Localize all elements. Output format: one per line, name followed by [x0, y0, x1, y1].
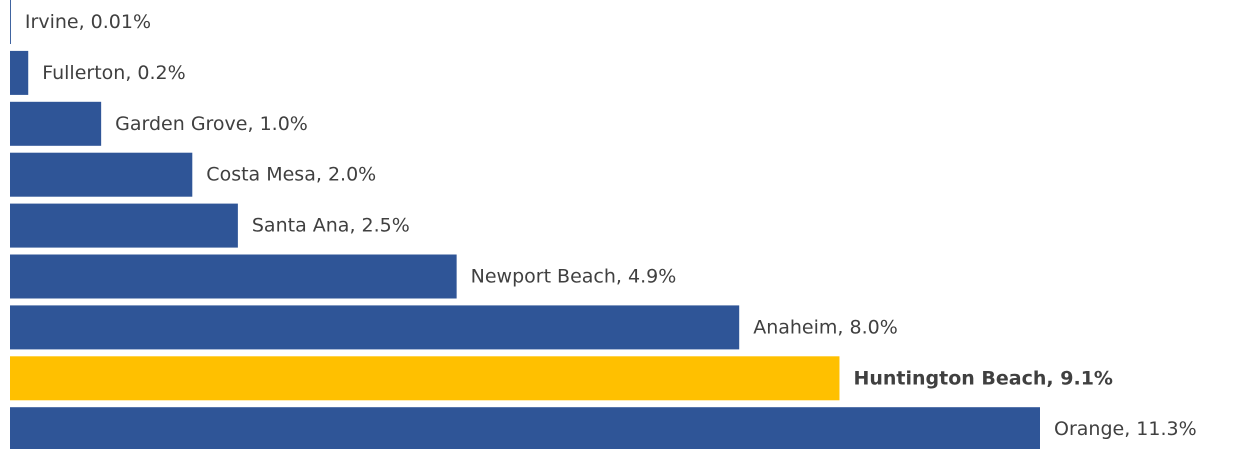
- value-label: 1.0%: [260, 112, 308, 134]
- value-label: 9.1%: [1060, 367, 1113, 389]
- bar: [10, 305, 740, 350]
- bar: [10, 0, 11, 44]
- category-label: Irvine: [25, 11, 79, 33]
- bar: [10, 50, 29, 95]
- label-separator: ,: [79, 11, 91, 33]
- label-separator: ,: [616, 265, 628, 287]
- category-label: Garden Grove: [115, 112, 247, 134]
- category-label: Santa Ana: [252, 214, 350, 236]
- data-label: Anaheim, 8.0%: [753, 316, 898, 338]
- category-label: Anaheim: [753, 316, 837, 338]
- value-label: 8.0%: [850, 316, 898, 338]
- data-label: Costa Mesa, 2.0%: [206, 163, 376, 185]
- bar: [10, 407, 1040, 449]
- category-label: Huntington Beach: [853, 367, 1046, 389]
- label-separator: ,: [837, 316, 849, 338]
- data-label: Huntington Beach, 9.1%: [853, 367, 1112, 389]
- value-label: 0.2%: [137, 61, 185, 83]
- label-separator: ,: [1046, 367, 1060, 389]
- label-separator: ,: [349, 214, 361, 236]
- category-label: Costa Mesa: [206, 163, 316, 185]
- category-label: Orange: [1054, 418, 1124, 440]
- data-label: Irvine, 0.01%: [25, 11, 151, 33]
- label-separator: ,: [125, 61, 137, 83]
- data-label: Orange, 11.3%: [1054, 418, 1197, 440]
- bar: [10, 356, 840, 401]
- value-label: 11.3%: [1136, 418, 1196, 440]
- bar: [10, 101, 102, 146]
- label-separator: ,: [248, 112, 260, 134]
- bar: [10, 203, 238, 248]
- value-label: 4.9%: [628, 265, 676, 287]
- data-label: Fullerton, 0.2%: [42, 61, 185, 83]
- label-separator: ,: [1124, 418, 1136, 440]
- label-separator: ,: [316, 163, 328, 185]
- data-label: Garden Grove, 1.0%: [115, 112, 308, 134]
- data-label: Santa Ana, 2.5%: [252, 214, 410, 236]
- bar: [10, 152, 193, 197]
- bar: [10, 254, 457, 299]
- value-label: 2.0%: [328, 163, 376, 185]
- value-label: 0.01%: [91, 11, 151, 33]
- value-label: 2.5%: [362, 214, 410, 236]
- category-label: Fullerton: [42, 61, 125, 83]
- category-label: Newport Beach: [471, 265, 616, 287]
- data-label: Newport Beach, 4.9%: [471, 265, 677, 287]
